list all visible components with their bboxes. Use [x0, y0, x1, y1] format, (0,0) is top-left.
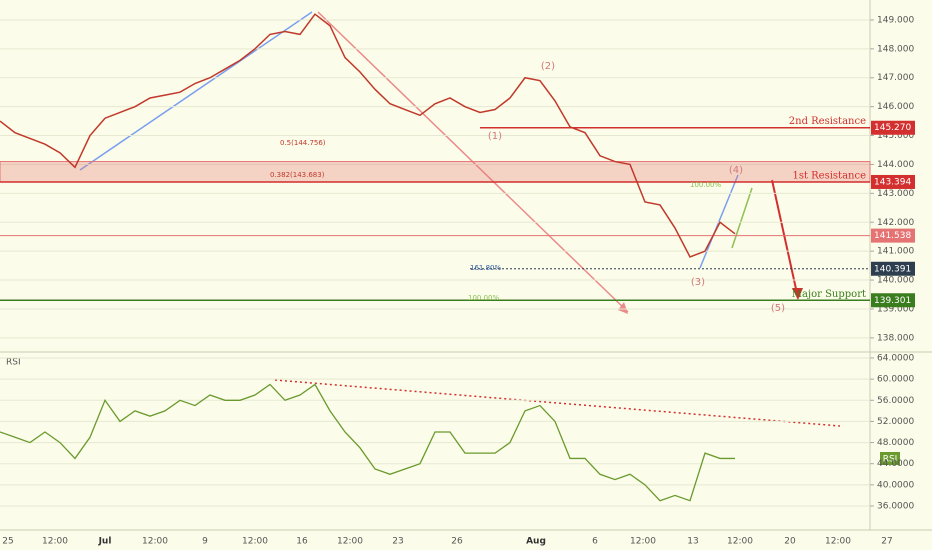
x-tick-label: Aug [526, 537, 546, 547]
x-tick-label: 12:00 [337, 537, 363, 547]
level-value: 143.394 [874, 177, 911, 187]
y-tick-label: 52.0000 [877, 417, 914, 427]
x-tick-label: 25 [2, 537, 13, 547]
annotation: (1) [488, 131, 502, 142]
annotation: 161.80% [470, 264, 501, 272]
y-tick-label: 140.000 [877, 276, 914, 286]
trend-arrow [699, 174, 739, 269]
x-tick-label: 20 [784, 537, 796, 547]
y-tick-label: 60.0000 [877, 375, 914, 385]
level-value: 139.301 [874, 296, 911, 306]
x-tick-label: 16 [296, 537, 308, 547]
target-badge [871, 261, 915, 276]
y-tick-label: 139.000 [877, 304, 914, 314]
last-badge [871, 228, 915, 243]
annotation: (4) [729, 165, 743, 176]
y-tick-label: 36.0000 [877, 501, 914, 511]
price-line [0, 13, 736, 258]
y-tick-label: 141.000 [877, 247, 914, 257]
last-value: 141.538 [874, 231, 911, 241]
x-tick-label: 13 [687, 537, 698, 547]
y-tick-label: 56.0000 [877, 396, 914, 406]
level-badge [871, 120, 915, 135]
annotation: 100.00% [468, 294, 499, 302]
x-tick-label: 6 [592, 537, 598, 547]
level-name: 2nd Resistance [789, 116, 866, 127]
target-value: 140.391 [874, 264, 911, 274]
y-tick-label: 146.000 [877, 102, 914, 112]
rsi-line [0, 383, 735, 502]
y-tick-label: 138.000 [877, 333, 914, 343]
x-tick-label: 23 [392, 537, 403, 547]
level-badge [871, 174, 915, 189]
x-tick-label: 12:00 [825, 537, 851, 547]
y-tick-label: 64.0000 [877, 354, 914, 364]
annotation: 100.00% [690, 181, 721, 189]
y-tick-label: 143.000 [877, 189, 914, 199]
x-tick-label: Jul [98, 537, 112, 547]
y-tick-label: 147.000 [877, 73, 914, 83]
annotation: (3) [691, 277, 705, 288]
y-tick-label: 40.0000 [877, 480, 914, 490]
annotation: (2) [541, 61, 555, 72]
level-badge [871, 293, 915, 308]
rsi-badge-bg [880, 452, 900, 465]
trend-arrow [79, 11, 313, 171]
y-tick-label: 145.000 [877, 131, 914, 141]
x-tick-label: 12:00 [242, 537, 268, 547]
y-tick-label: 148.000 [877, 44, 914, 54]
annotation: 0.5(144.756) [280, 139, 326, 147]
x-tick-label: 27 [881, 537, 892, 547]
x-tick-label: 9 [202, 537, 208, 547]
x-tick-label: 12:00 [42, 537, 68, 547]
x-tick-label: 26 [451, 537, 463, 547]
x-tick-label: 12:00 [630, 537, 656, 547]
rsi-title: RSI [6, 358, 21, 368]
arrow-head [618, 302, 628, 314]
forecast-arrow [771, 179, 799, 299]
y-tick-label: 144.000 [877, 160, 914, 170]
trend-arrow [731, 187, 753, 249]
y-tick-label: 48.0000 [877, 438, 914, 448]
rsi-badge: RSI [883, 455, 898, 465]
annotation: (5) [771, 303, 785, 314]
y-tick-label: 149.000 [877, 15, 914, 25]
level-name: 1st Resistance [792, 170, 866, 181]
x-tick-label: 12:00 [142, 537, 168, 547]
arrow-head [792, 288, 803, 300]
x-tick-label: 12:00 [727, 537, 753, 547]
y-tick-label: 44.0000 [877, 459, 914, 469]
level-name: Major Support [792, 289, 866, 300]
level-value: 145.270 [874, 123, 911, 133]
y-tick-label: 142.000 [877, 218, 914, 228]
annotation: 0.382(143.683) [270, 171, 325, 179]
